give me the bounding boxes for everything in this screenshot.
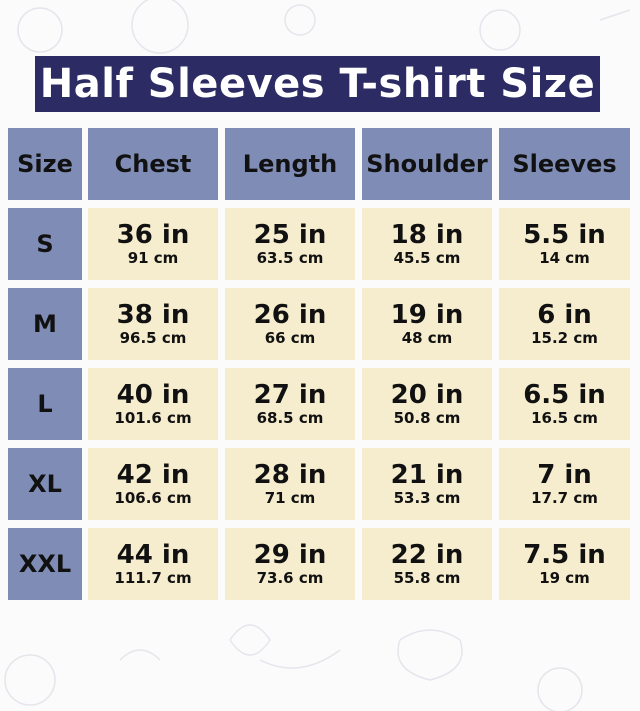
table-cell: 6.5 in 16.5 cm [499, 368, 630, 440]
size-label: S [8, 208, 82, 280]
inch-value: 26 in [253, 300, 327, 330]
cm-value: 71 cm [264, 489, 316, 507]
cm-value: 19 cm [539, 569, 590, 587]
inch-value: 27 in [253, 380, 327, 410]
table-cell: 20 in 50.8 cm [362, 368, 492, 440]
inch-value: 29 in [253, 540, 327, 570]
table-cell: 40 in 101.6 cm [88, 368, 218, 440]
column-header: Shoulder [362, 128, 492, 200]
column-header: Size [8, 128, 82, 200]
table-cell: 6 in 15.2 cm [499, 288, 630, 360]
inch-value: 5.5 in [523, 220, 606, 250]
table-cell: 7.5 in 19 cm [499, 528, 630, 600]
table-cell: 7 in 17.7 cm [499, 448, 630, 520]
cm-value: 17.7 cm [531, 489, 598, 507]
inch-value: 42 in [116, 460, 190, 490]
table-cell: 26 in 66 cm [225, 288, 355, 360]
table-cell: 19 in 48 cm [362, 288, 492, 360]
inch-value: 20 in [390, 380, 464, 410]
inch-value: 19 in [390, 300, 464, 330]
page-title: Half Sleeves T-shirt Size [35, 56, 600, 112]
cm-value: 55.8 cm [393, 569, 461, 587]
column-header: Chest [88, 128, 218, 200]
size-label: XL [8, 448, 82, 520]
inch-value: 28 in [253, 460, 327, 490]
inch-value: 36 in [116, 220, 190, 250]
inch-value: 21 in [390, 460, 464, 490]
cm-value: 96.5 cm [119, 329, 187, 347]
inch-value: 38 in [116, 300, 190, 330]
inch-value: 6.5 in [523, 380, 606, 410]
table-cell: 22 in 55.8 cm [362, 528, 492, 600]
column-header: Length [225, 128, 355, 200]
inch-value: 44 in [116, 540, 190, 570]
table-cell: 5.5 in 14 cm [499, 208, 630, 280]
cm-value: 111.7 cm [114, 569, 192, 587]
cm-value: 15.2 cm [531, 329, 598, 347]
column-header: Sleeves [499, 128, 630, 200]
inch-value: 18 in [390, 220, 464, 250]
table-cell: 44 in 111.7 cm [88, 528, 218, 600]
table-cell: 18 in 45.5 cm [362, 208, 492, 280]
size-label: L [8, 368, 82, 440]
table-cell: 29 in 73.6 cm [225, 528, 355, 600]
inch-value: 7 in [537, 460, 592, 490]
inch-value: 25 in [253, 220, 327, 250]
cm-value: 91 cm [127, 249, 179, 267]
cm-value: 48 cm [401, 329, 453, 347]
cm-value: 101.6 cm [114, 409, 192, 427]
table-cell: 25 in 63.5 cm [225, 208, 355, 280]
cm-value: 106.6 cm [114, 489, 192, 507]
table-cell: 38 in 96.5 cm [88, 288, 218, 360]
inch-value: 40 in [116, 380, 190, 410]
table-cell: 36 in 91 cm [88, 208, 218, 280]
cm-value: 53.3 cm [393, 489, 461, 507]
cm-value: 66 cm [264, 329, 316, 347]
cm-value: 45.5 cm [393, 249, 461, 267]
table-cell: 42 in 106.6 cm [88, 448, 218, 520]
inch-value: 6 in [537, 300, 592, 330]
table-cell: 28 in 71 cm [225, 448, 355, 520]
cm-value: 73.6 cm [256, 569, 324, 587]
cm-value: 63.5 cm [256, 249, 324, 267]
size-label: XXL [8, 528, 82, 600]
inch-value: 7.5 in [523, 540, 606, 570]
cm-value: 68.5 cm [256, 409, 324, 427]
inch-value: 22 in [390, 540, 464, 570]
table-cell: 21 in 53.3 cm [362, 448, 492, 520]
cm-value: 50.8 cm [393, 409, 461, 427]
table-cell: 27 in 68.5 cm [225, 368, 355, 440]
cm-value: 16.5 cm [531, 409, 598, 427]
size-label: M [8, 288, 82, 360]
cm-value: 14 cm [539, 249, 590, 267]
